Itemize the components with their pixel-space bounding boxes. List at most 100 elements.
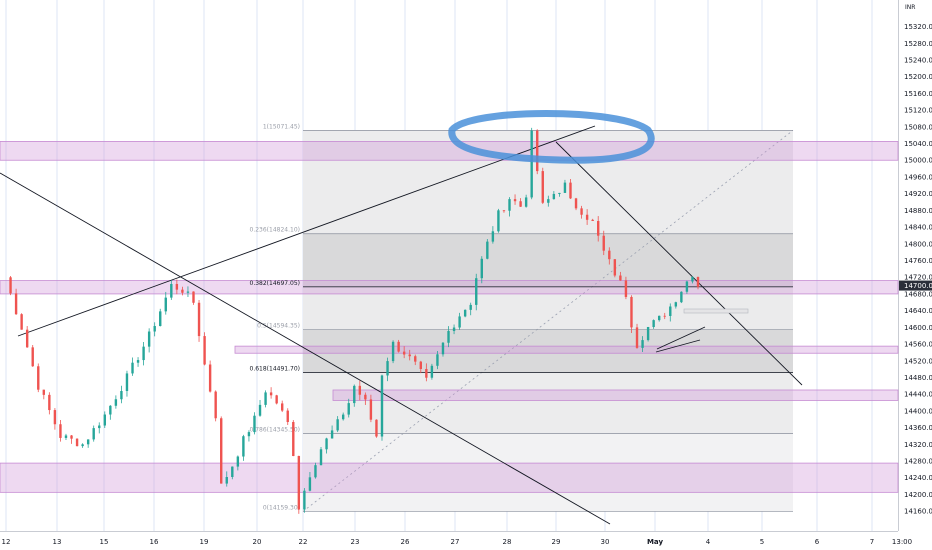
candle-body [98, 425, 101, 429]
price-tick-label: 14360.00 [904, 424, 932, 432]
candle-body [486, 241, 489, 259]
candle-body [236, 456, 240, 467]
candle-body [330, 430, 334, 439]
price-tick-label: 14880.00 [904, 207, 932, 215]
candle-body [597, 221, 600, 236]
candle-body [319, 449, 323, 466]
trend-line [655, 339, 701, 353]
candle-body [175, 283, 179, 290]
candle-body [220, 418, 223, 484]
candle-body [214, 391, 217, 419]
candle-body [425, 368, 428, 378]
candle-body [75, 438, 79, 447]
candle-body [336, 419, 339, 431]
price-axis[interactable]: INR 15320.00 15280.00 15240.00 15200.00 15160… [899, 4, 932, 516]
candle-body [635, 327, 639, 348]
zone-rect [234, 345, 899, 354]
fib-levels: 1(15071.45) 0.236(14824.10) 0.382(14697.05… [250, 123, 793, 512]
price-tick-label: 15200.00 [904, 73, 932, 81]
candle-body [25, 329, 29, 348]
candle-body [125, 373, 129, 392]
candle-body [48, 394, 51, 411]
price-tick-label: 15160.00 [904, 90, 932, 98]
fib-level-label: 0.236(14824.10) [250, 227, 301, 234]
candle-body [269, 392, 273, 396]
candle-body [641, 340, 644, 348]
price-tick-label: 15000.00 [904, 157, 932, 165]
time-axis[interactable]: 12 13 15 16 19 20 22 23 26 27 28 29 30 May 4 5 6 7 13:00 [2, 538, 913, 546]
time-tick-label: 4 [706, 538, 711, 546]
price-tick-label: 15040.00 [904, 140, 932, 148]
candle-body [558, 192, 561, 194]
candle-body [685, 281, 689, 292]
candle-body [153, 326, 156, 332]
current-price-label: 14700.00 [904, 282, 932, 290]
fib-level-label: 0(14159.30) [263, 504, 300, 511]
candle-body [502, 210, 506, 212]
candle-body [524, 197, 528, 207]
candle-body [452, 327, 456, 332]
candle-body [663, 315, 666, 317]
time-tick-label: 20 [253, 538, 262, 546]
time-tick-label: 29 [552, 538, 561, 546]
highlight-ellipse [448, 110, 655, 164]
candle-body [541, 171, 544, 203]
candle-body [292, 422, 295, 457]
candle-body [142, 346, 145, 361]
candle-body [242, 436, 245, 457]
candle-body [164, 297, 167, 312]
price-tick-label: 15120.00 [904, 107, 932, 115]
candle-body [308, 477, 312, 491]
candle-body [197, 302, 201, 337]
annotations [448, 110, 655, 164]
time-tick-label: 12 [2, 538, 11, 546]
price-tick-label: 14240.00 [904, 474, 932, 482]
price-tick-label: 14760.00 [904, 257, 932, 265]
candle-body [414, 356, 417, 362]
time-tick-label: 13:00 [892, 538, 912, 546]
trend-line [656, 326, 706, 350]
candle-body [159, 311, 162, 327]
candle-body [136, 360, 140, 363]
candle-body [624, 280, 628, 297]
candle-body [419, 361, 422, 369]
candle-body [669, 306, 672, 316]
candle-body [247, 432, 251, 437]
price-tick-label: 15080.00 [904, 123, 932, 131]
candle-body [81, 444, 84, 447]
time-tick-label: 28 [503, 538, 512, 546]
candle-body [569, 182, 572, 199]
candle-body [86, 439, 90, 445]
time-tick-label: 26 [401, 538, 410, 546]
zone-rect [332, 389, 899, 401]
candle-body [42, 389, 46, 395]
candle-body [364, 394, 367, 400]
fib-level-label: 1(15071.45) [263, 123, 300, 130]
candle-body [674, 302, 678, 307]
candle-body [37, 366, 40, 390]
price-tick-label: 14520.00 [904, 357, 932, 365]
time-tick-label: 27 [451, 538, 460, 546]
price-tick-label: 14960.00 [904, 173, 932, 181]
candle-body [491, 231, 495, 242]
candle-body [691, 277, 694, 282]
candle-body [563, 182, 567, 193]
candle-body [264, 392, 267, 405]
candle-body [696, 277, 700, 287]
price-tick-label: 14440.00 [904, 391, 932, 399]
candles [9, 127, 700, 514]
fib-band [303, 372, 793, 434]
time-tick-label: 16 [150, 538, 159, 546]
price-tick-label: 14320.00 [904, 441, 932, 449]
candle-body [591, 219, 594, 222]
trendlines[interactable] [0, 125, 803, 525]
candle-body [31, 347, 34, 367]
price-tick-label: 14920.00 [904, 190, 932, 198]
zone-rect [0, 141, 899, 161]
candle-body [186, 291, 190, 293]
candle-body [275, 395, 278, 404]
trend-line [0, 172, 611, 525]
price-tick-label: 14600.00 [904, 324, 932, 332]
candle-body [574, 198, 578, 209]
